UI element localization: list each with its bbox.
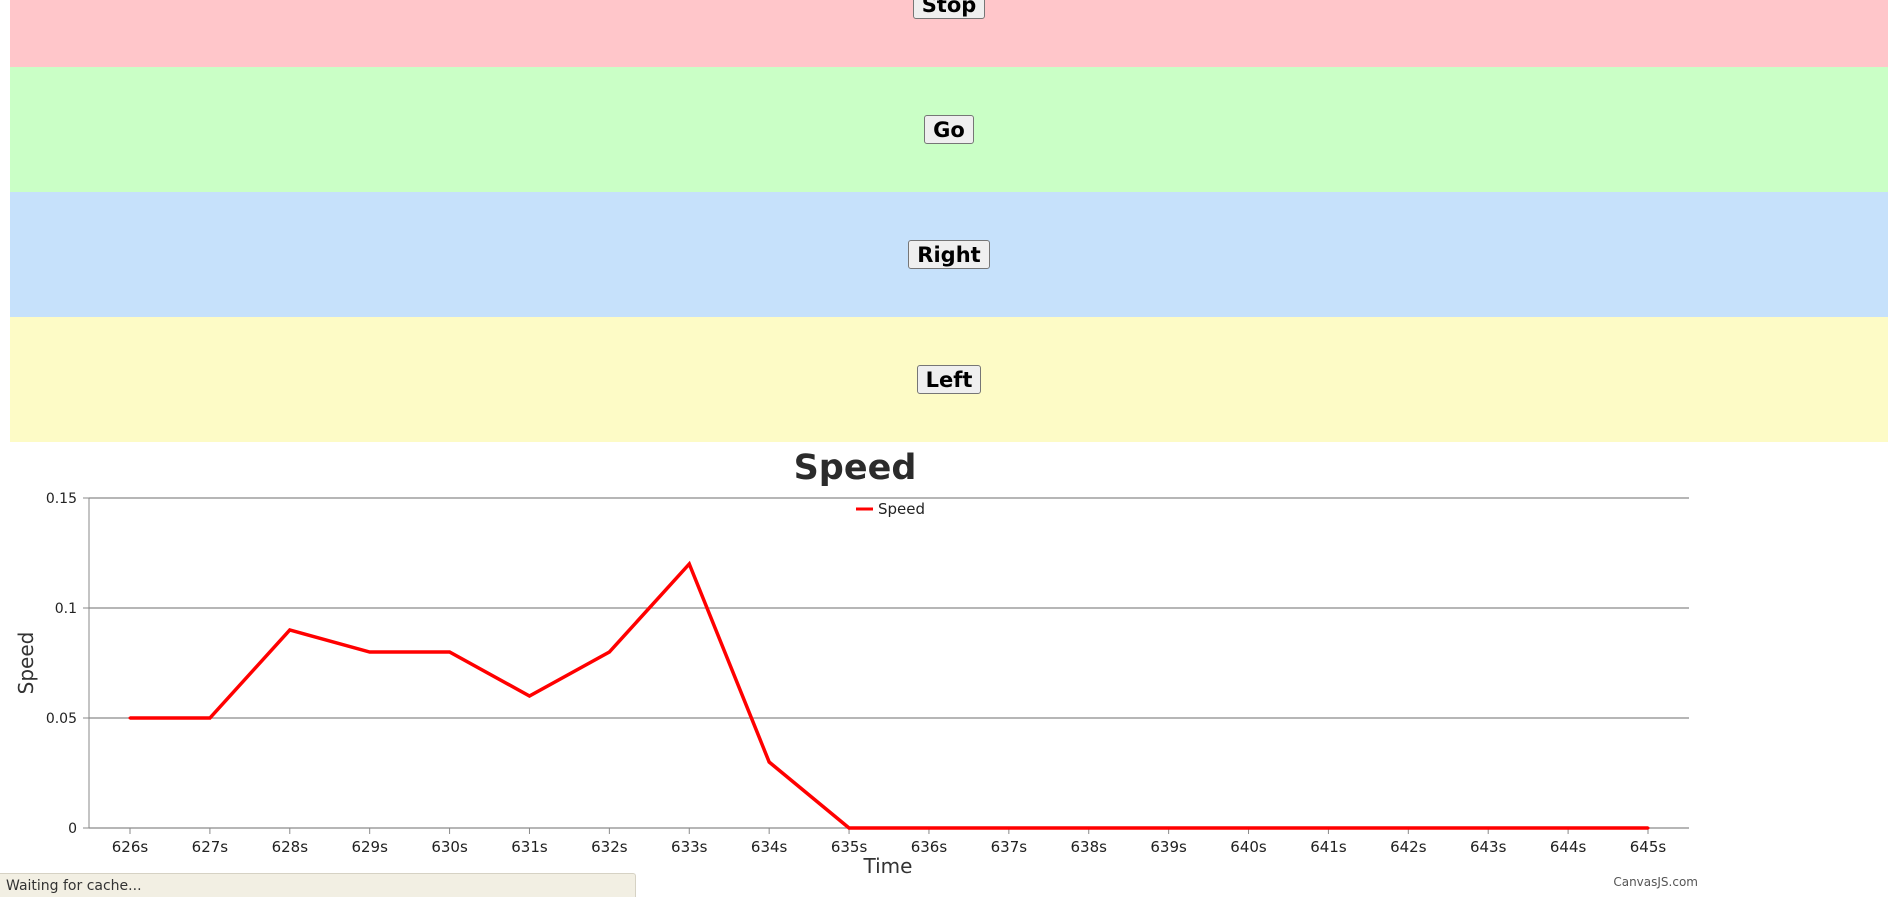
x-tick-label: 636s — [911, 838, 948, 856]
data-point — [1646, 826, 1650, 830]
x-tick-label: 641s — [1310, 838, 1347, 856]
chart-gridlines — [89, 497, 1689, 719]
x-tick-label: 634s — [751, 838, 788, 856]
canvasjs-credit[interactable]: CanvasJS.com — [1613, 875, 1698, 889]
stop-button[interactable]: Stop — [912, 0, 986, 19]
y-tick-label: 0 — [68, 821, 77, 837]
data-point — [128, 716, 132, 720]
data-point — [1486, 826, 1490, 830]
x-tick-label: 632s — [591, 838, 628, 856]
data-point — [687, 562, 691, 566]
data-point — [607, 650, 611, 654]
data-point — [847, 826, 851, 830]
go-band: Go — [10, 67, 1888, 192]
x-axis-title: Time — [863, 854, 913, 878]
data-point — [1247, 826, 1251, 830]
x-tick-label: 644s — [1550, 838, 1587, 856]
x-tick-label: 630s — [431, 838, 468, 856]
x-tick-label: 627s — [192, 838, 229, 856]
right-band: Right — [10, 192, 1888, 317]
chart-legend: Speed — [856, 500, 925, 518]
x-tick-label: 643s — [1470, 838, 1507, 856]
x-tick-label: 626s — [112, 838, 149, 856]
data-point — [1406, 826, 1410, 830]
data-point — [527, 694, 531, 698]
y-axis-title: Speed — [14, 632, 38, 695]
x-tick-label: 642s — [1390, 838, 1427, 856]
left-button[interactable]: Left — [916, 365, 982, 394]
stop-band: Stop — [10, 0, 1888, 67]
x-axis-ticks: 626s 627s 628s 629s 630s 631s 632s 633s 634s 635s… — [112, 828, 1667, 856]
data-point — [1326, 826, 1330, 830]
x-tick-label: 635s — [831, 838, 868, 856]
y-tick-label: 0.05 — [46, 711, 77, 727]
series-line — [130, 560, 1648, 830]
x-tick-label: 638s — [1071, 838, 1108, 856]
status-text: Waiting for cache... — [6, 878, 142, 894]
series-speed — [128, 560, 1650, 830]
data-point — [288, 628, 292, 632]
speed-chart: Speed Speed 0 0.05 0.1 0.15 626s 627s 628s 629… — [0, 442, 1897, 897]
data-point — [368, 650, 372, 654]
x-tick-label: 639s — [1150, 838, 1187, 856]
data-point — [1566, 826, 1570, 830]
y-tick-label: 0.15 — [46, 491, 77, 507]
data-point — [1087, 826, 1091, 830]
chart-axes — [88, 498, 1689, 829]
data-point — [1007, 826, 1011, 830]
x-tick-label: 631s — [511, 838, 548, 856]
right-button[interactable]: Right — [908, 240, 990, 269]
x-tick-label: 637s — [991, 838, 1028, 856]
legend-label: Speed — [878, 500, 925, 518]
browser-status-bar: Waiting for cache... — [0, 873, 636, 897]
x-tick-label: 629s — [351, 838, 388, 856]
chart-title: Speed — [794, 448, 917, 488]
left-band: Left — [10, 317, 1888, 442]
x-tick-label: 640s — [1230, 838, 1267, 856]
x-tick-label: 633s — [671, 838, 708, 856]
y-axis-ticks: 0 0.05 0.1 0.15 — [46, 491, 89, 837]
data-point — [1167, 826, 1171, 830]
data-point — [927, 826, 931, 830]
data-point — [767, 760, 771, 764]
go-button[interactable]: Go — [924, 115, 974, 144]
chart-canvas: Speed Speed 0 0.05 0.1 0.15 626s 627s 628s 629… — [14, 448, 1698, 889]
data-point — [448, 650, 452, 654]
x-tick-label: 645s — [1630, 838, 1667, 856]
data-point — [208, 716, 212, 720]
x-tick-label: 628s — [272, 838, 309, 856]
y-tick-label: 0.1 — [55, 601, 77, 617]
